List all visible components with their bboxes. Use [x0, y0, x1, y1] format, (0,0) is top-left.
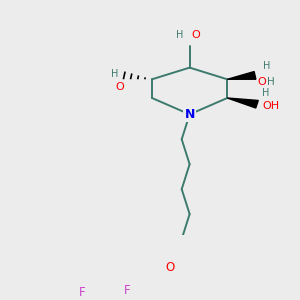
Text: O: O: [115, 82, 124, 92]
Text: O: O: [192, 30, 200, 40]
Text: F: F: [79, 286, 86, 299]
Text: H: H: [111, 69, 118, 79]
Text: OH: OH: [262, 101, 279, 111]
Text: O: O: [165, 261, 174, 274]
Text: H: H: [263, 61, 270, 71]
Text: H: H: [176, 30, 183, 40]
Text: F: F: [124, 284, 130, 297]
Text: H: H: [262, 88, 269, 98]
Text: O: O: [257, 77, 266, 87]
Text: H: H: [267, 77, 275, 87]
Text: N: N: [184, 108, 195, 121]
Polygon shape: [227, 72, 256, 79]
Polygon shape: [227, 98, 258, 108]
